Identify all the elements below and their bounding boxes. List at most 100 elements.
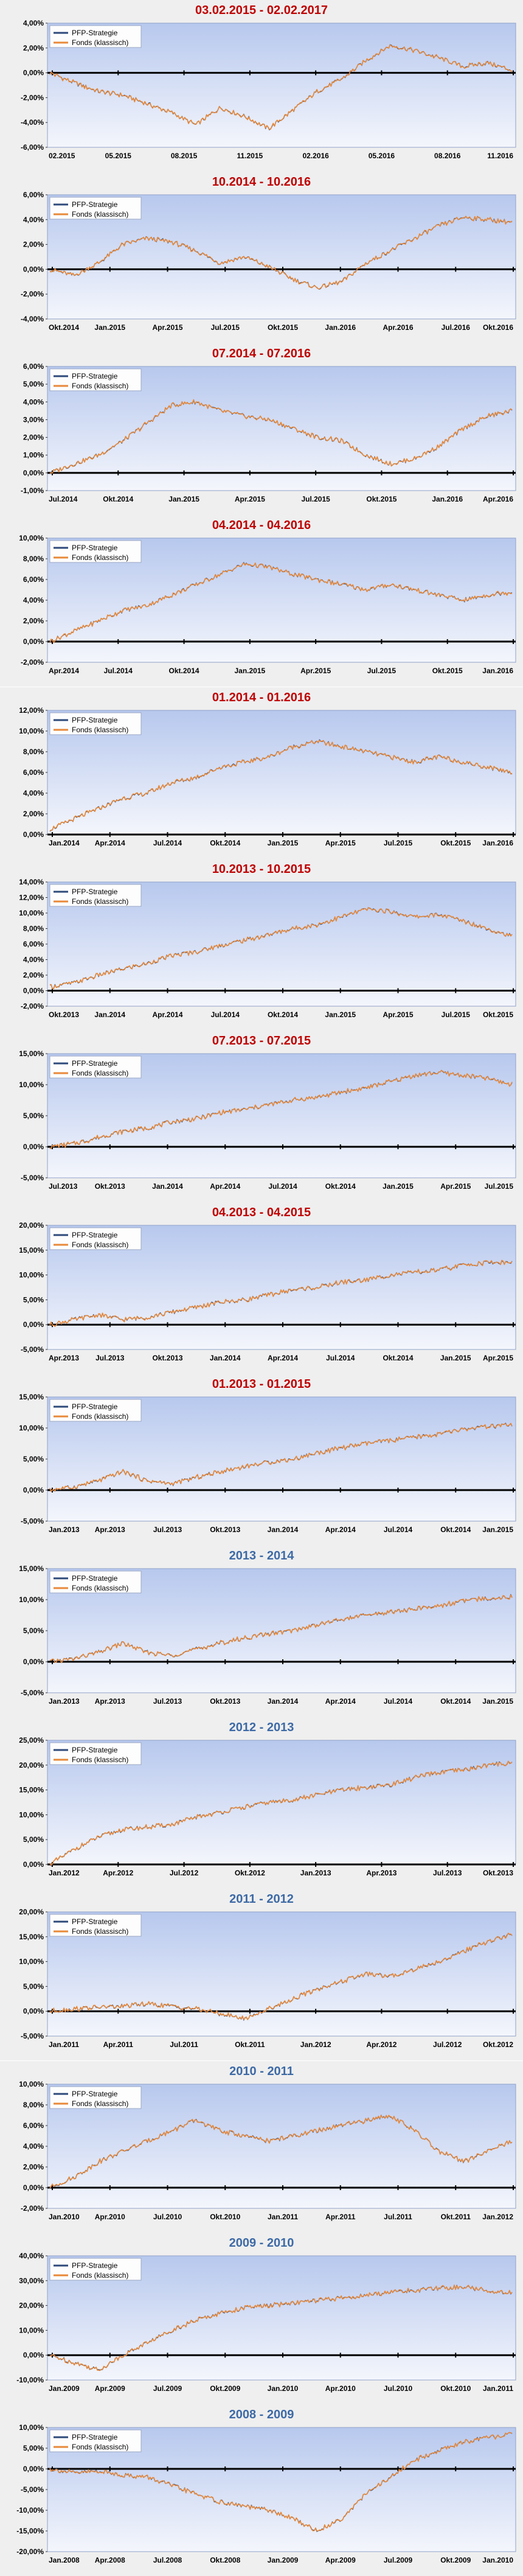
y-tick-label: 4,00%	[23, 2142, 44, 2151]
x-tick-label: Jan.2013	[49, 1525, 80, 1534]
series-line-fonds-klassisch	[49, 1423, 513, 1492]
x-tick-label: Jan.2015	[440, 1354, 471, 1362]
x-tick-label: Okt.2013	[95, 1182, 125, 1191]
x-tick-label: Jul.2014	[268, 1182, 297, 1191]
y-tick-label: 30,00%	[19, 2277, 44, 2285]
y-tick-label: 0,00%	[23, 2351, 44, 2359]
y-tick-label: 8,00%	[23, 925, 44, 933]
chart-title: 10.2013 - 10.2015	[212, 863, 311, 876]
legend-label: PFP-Strategie	[72, 887, 118, 896]
x-tick-label: Jan.2010	[482, 2556, 513, 2564]
chart-title: 2008 - 2009	[229, 2408, 294, 2421]
x-tick-label: Okt.2014	[325, 1182, 356, 1191]
y-tick-label: 15,00%	[19, 1049, 44, 1058]
y-tick-label: 10,00%	[19, 1958, 44, 1966]
legend-label: PFP-Strategie	[72, 716, 118, 724]
legend-label: PFP-Strategie	[72, 2090, 118, 2098]
chart-title: 2011 - 2012	[229, 1892, 294, 1906]
x-tick-label: Jan.2014	[94, 1010, 125, 1019]
legend-label: Fonds (klassisch)	[72, 2271, 128, 2280]
y-tick-label: 15,00%	[19, 1786, 44, 1794]
x-tick-label: Jan.2015	[325, 1010, 356, 1019]
x-tick-label: Okt.2014	[383, 1354, 413, 1362]
legend-label: PFP-Strategie	[72, 29, 118, 37]
x-tick-label: Apr.2009	[325, 2556, 356, 2564]
legend-box	[49, 2429, 142, 2452]
y-tick-label: 15,00%	[19, 1393, 44, 1401]
chart-svg: 12,00% 10,00% 8,00% 6,00% 4,00% 2,00% 0,00% Jan…	[19, 706, 516, 847]
chart-panel: 04.2014 - 04.2016 10,00% 8,00% 6,00% 4,00% 2,…	[0, 515, 523, 687]
legend-box	[49, 2086, 142, 2109]
chart-title: 01.2014 - 01.2016	[212, 691, 311, 704]
y-tick-label: 0,00%	[23, 1657, 44, 1666]
y-tick-label: 10,00%	[19, 2423, 44, 2432]
x-tick-label: Apr.2008	[95, 2556, 125, 2564]
x-tick-label: Okt.2012	[483, 2040, 513, 2049]
x-tick-label: Jan.2011	[268, 2213, 298, 2221]
x-tick-label: Okt.2009	[210, 2384, 240, 2393]
x-tick-label: Okt.2014	[169, 667, 199, 675]
x-tick-label: Jan.2014	[268, 1697, 299, 1706]
x-tick-label: Jan.2015	[383, 1182, 414, 1191]
legend-label: PFP-Strategie	[72, 1917, 118, 1926]
chart-svg: 10,00% 8,00% 6,00% 4,00% 2,00% 0,00% -2,00% Jan…	[19, 2080, 516, 2221]
y-tick-label: 40,00%	[19, 2252, 44, 2260]
y-tick-label: -2,00%	[21, 290, 44, 298]
x-tick-label: Jan.2011	[49, 2040, 79, 2049]
y-tick-label: -2,00%	[21, 2204, 44, 2213]
x-tick-label: Jan.2014	[49, 839, 80, 847]
legend-label: PFP-Strategie	[72, 544, 118, 552]
y-tick-label: 5,00%	[23, 1295, 44, 1304]
y-tick-label: 15,00%	[19, 1246, 44, 1255]
legend-label: Fonds (klassisch)	[72, 1069, 128, 1077]
x-tick-label: Jan.2015	[482, 1697, 513, 1706]
x-tick-label: Jan.2016	[482, 667, 513, 675]
x-tick-label: Jan.2009	[49, 2384, 80, 2393]
x-tick-label: Okt.2011	[235, 2040, 265, 2049]
x-tick-label: Jul.2012	[170, 1869, 199, 1877]
legend-box	[49, 1227, 142, 1250]
x-tick-label: Apr.2015	[325, 839, 356, 847]
y-tick-label: 2,00%	[23, 44, 44, 52]
y-tick-label: 0,00%	[23, 1486, 44, 1494]
chart-title: 04.2013 - 04.2015	[212, 1206, 311, 1219]
y-tick-label: 10,00%	[19, 2080, 44, 2088]
chart-panel: 07.2014 - 07.2016 6,00% 5,00% 4,00% 3,00% 2,0…	[0, 343, 523, 515]
legend-label: PFP-Strategie	[72, 2433, 118, 2441]
x-tick-label: Jan.2010	[268, 2384, 299, 2393]
chart-svg: 6,00% 4,00% 2,00% 0,00% -2,00% -4,00% Okt.2014…	[21, 191, 516, 332]
y-tick-label: 3,00%	[23, 415, 44, 424]
x-tick-label: Jul.2014	[49, 495, 78, 503]
y-tick-label: -4,00%	[21, 315, 44, 323]
legend-label: Fonds (klassisch)	[72, 1412, 128, 1421]
legend-label: PFP-Strategie	[72, 1402, 118, 1411]
x-tick-label: Okt.2014	[49, 323, 79, 332]
legend-box	[49, 2258, 142, 2281]
y-tick-label: -10,00%	[16, 2506, 44, 2515]
y-tick-label: 0,00%	[23, 2465, 44, 2473]
x-tick-label: Jan.2012	[300, 2040, 331, 2049]
x-tick-label: Apr.2011	[325, 2213, 356, 2221]
x-tick-label: Okt.2014	[440, 1525, 471, 1534]
x-tick-label: Jul.2011	[384, 2213, 412, 2221]
chart-panel: 2011 - 2012 20,00% 15,00% 10,00% 5,00% 0,00% -…	[0, 1889, 523, 2060]
y-tick-label: -5,00%	[21, 2485, 44, 2494]
y-tick-label: 2,00%	[23, 2163, 44, 2171]
x-tick-label: Apr.2014	[49, 667, 79, 675]
x-tick-label: Okt.2011	[441, 2213, 471, 2221]
y-tick-label: 4,00%	[23, 956, 44, 964]
legend-box	[49, 1914, 142, 1937]
x-tick-label: Okt.2015	[366, 495, 397, 503]
x-tick-label: Jan.2016	[432, 495, 463, 503]
x-tick-label: Apr.2013	[49, 1354, 79, 1362]
y-tick-label: -6,00%	[21, 143, 44, 152]
x-tick-label: Okt.2013	[152, 1354, 182, 1362]
y-tick-label: -15,00%	[16, 2527, 44, 2535]
legend-label: Fonds (klassisch)	[72, 1927, 128, 1936]
y-tick-label: 12,00%	[19, 706, 44, 715]
y-tick-label: 2,00%	[23, 971, 44, 979]
x-tick-label: Apr.2014	[210, 1182, 240, 1191]
x-tick-label: Jan.2013	[300, 1869, 331, 1877]
y-tick-label: 4,00%	[23, 789, 44, 797]
y-tick-label: 2,00%	[23, 617, 44, 625]
